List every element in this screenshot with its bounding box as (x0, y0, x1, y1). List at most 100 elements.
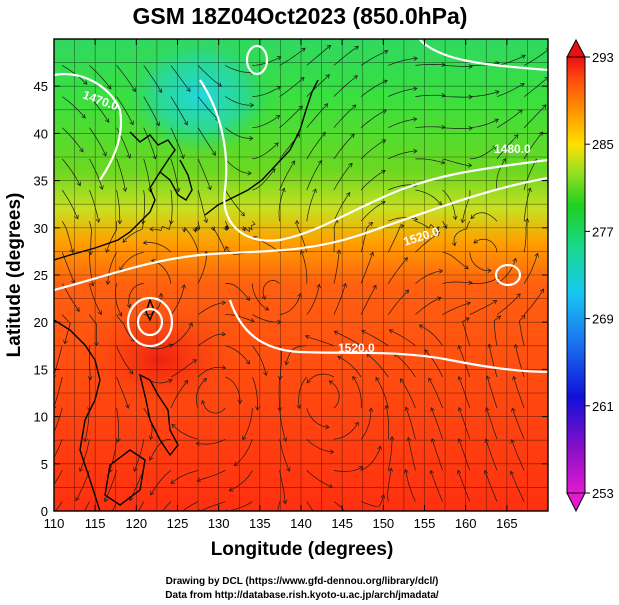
streamline (279, 439, 290, 472)
x-tick-label: 165 (496, 516, 518, 531)
streamline (360, 494, 385, 507)
streamline (212, 226, 226, 253)
streamline (89, 283, 102, 315)
streamline-arrowhead (294, 219, 300, 225)
streamline-arrowhead (183, 120, 188, 126)
streamline (89, 96, 110, 123)
streamline (61, 314, 71, 344)
streamline (337, 356, 362, 378)
streamline (143, 127, 156, 160)
streamline (170, 65, 191, 92)
streamline-arrowhead (300, 77, 305, 82)
streamline (333, 501, 346, 511)
streamline (162, 501, 172, 511)
streamline-arrowhead (473, 239, 479, 244)
streamline (197, 65, 222, 87)
streamline (415, 220, 440, 231)
streamline-arrowhead (203, 218, 209, 224)
streamline (116, 189, 121, 224)
streamline (306, 45, 331, 66)
streamline-arrowhead (361, 329, 366, 335)
streamline (262, 280, 280, 300)
streamline (388, 87, 417, 97)
streamline-arrowhead (464, 264, 469, 270)
streamline-arrowhead (413, 56, 418, 61)
streamline (523, 253, 538, 284)
streamline-arrowhead (413, 86, 418, 92)
streamline-arrowhead (182, 228, 187, 233)
streamline-arrowhead (520, 82, 525, 87)
streamline (388, 289, 409, 315)
streamline-arrowhead (413, 216, 419, 222)
streamline (306, 74, 330, 97)
streamline-arrowhead (242, 435, 247, 441)
streamline (442, 251, 469, 269)
streamline-arrowhead (438, 268, 444, 274)
streamline (122, 221, 145, 243)
streamline-arrowhead (261, 295, 266, 300)
streamline-arrowhead (317, 160, 322, 165)
streamline (333, 219, 338, 253)
asia-coastline (54, 131, 176, 261)
streamline (170, 359, 197, 378)
streamline (360, 408, 372, 440)
streamline-arrowhead (284, 360, 290, 366)
streamline (225, 127, 253, 139)
streamline-arrowhead (534, 252, 539, 258)
streamline-arrowhead (102, 151, 107, 157)
streamline-arrowhead (509, 470, 515, 476)
y-tick-label: 35 (34, 174, 48, 189)
streamline (197, 158, 212, 190)
streamline (61, 96, 86, 119)
streamline (116, 408, 120, 442)
streamline (488, 344, 498, 378)
streamline (116, 127, 131, 159)
streamline (306, 373, 335, 384)
streamline-arrowhead (513, 343, 519, 349)
streamline-arrowhead (336, 249, 342, 254)
streamline (54, 501, 63, 511)
streamline (197, 96, 220, 121)
streamline-arrowhead (296, 404, 302, 410)
streamline (278, 188, 285, 222)
streamline-arrowhead (277, 407, 283, 412)
streamline (143, 343, 173, 350)
credit-drawing: Drawing by DCL (https://www.gfd-dennou.o… (166, 576, 439, 587)
streamline-arrowhead (168, 220, 174, 225)
streamline (116, 65, 136, 92)
streamline (333, 283, 347, 315)
streamline-arrowhead (435, 232, 440, 237)
streamline (252, 345, 267, 376)
streamline (496, 55, 526, 66)
streamline-arrowhead (97, 310, 102, 315)
streamline (334, 330, 362, 347)
streamline (116, 158, 126, 192)
streamline (119, 251, 144, 271)
streamline (428, 377, 443, 409)
streamline (109, 439, 117, 473)
streamline (194, 221, 201, 232)
streamline-arrowhead (115, 438, 121, 443)
streamline-arrowhead (221, 300, 227, 306)
y-tick-label: 5 (41, 457, 48, 472)
streamline-arrowhead (250, 318, 255, 323)
streamline (252, 283, 269, 311)
streamline-arrowhead (527, 187, 532, 192)
streamline (279, 293, 301, 315)
streamline (225, 158, 252, 174)
streamline (333, 46, 359, 66)
streamline-arrowhead (54, 406, 57, 410)
streamline (285, 345, 307, 365)
streamline (116, 314, 135, 342)
streamline-arrowhead (73, 526, 77, 530)
colorbar-tick-label: 261 (592, 399, 614, 414)
streamline (170, 158, 179, 192)
streamline (485, 438, 498, 471)
streamline-arrowhead (83, 437, 88, 443)
streamline-arrowhead (440, 160, 446, 165)
streamline-arrowhead (383, 79, 388, 84)
streamline (469, 252, 492, 272)
y-tick-label: 15 (34, 362, 48, 377)
streamline-arrowhead (326, 44, 332, 50)
streamline (424, 349, 443, 378)
